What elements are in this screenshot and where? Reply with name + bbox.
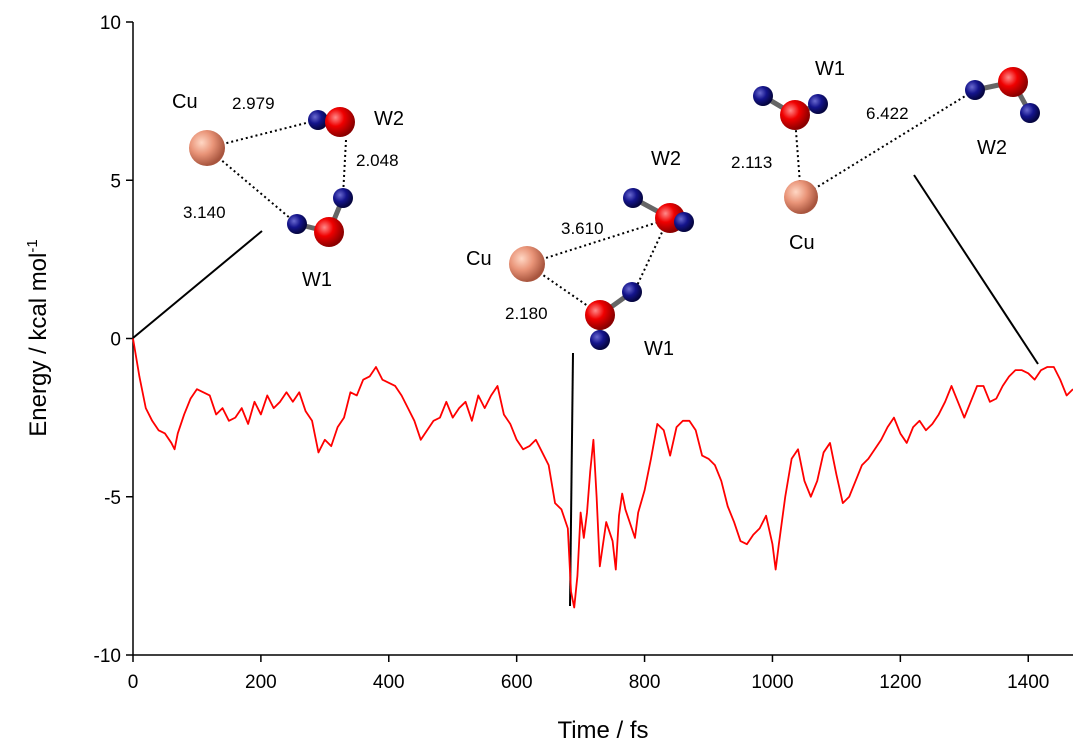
x-tick-label: 1000 bbox=[751, 672, 793, 693]
data-line bbox=[133, 339, 1073, 608]
y-tick-label: 5 bbox=[110, 171, 121, 192]
x-tick-label: 1400 bbox=[1007, 672, 1049, 693]
y-tick-label: -10 bbox=[94, 646, 121, 667]
annotation: W2 bbox=[977, 137, 1007, 159]
annotation: W2 bbox=[651, 148, 681, 170]
x-axis-title: Time / fs bbox=[557, 717, 648, 744]
y-tick-label: 10 bbox=[100, 13, 121, 34]
annotation: W1 bbox=[815, 58, 845, 80]
annotation: Cu bbox=[789, 232, 815, 254]
annotation: 3.610 bbox=[561, 219, 604, 238]
annotation: 2.113 bbox=[731, 153, 772, 172]
annotation: Cu bbox=[466, 248, 492, 270]
y-axis-title-text: Energy / kcal mol bbox=[25, 253, 52, 437]
annotation: Cu bbox=[172, 91, 198, 113]
y-axis-title: Energy / kcal mol-1 bbox=[24, 239, 52, 436]
annotation: 2.048 bbox=[356, 151, 399, 170]
annotation: 2.180 bbox=[505, 304, 548, 323]
annotation: W2 bbox=[374, 108, 404, 130]
structure-2 bbox=[509, 188, 694, 606]
x-tick-label: 600 bbox=[501, 672, 533, 693]
annotation: W1 bbox=[302, 269, 332, 291]
x-tick-label: 400 bbox=[373, 672, 405, 693]
annotation: 2.979 bbox=[232, 94, 275, 113]
y-axis-title-superscript: -1 bbox=[24, 239, 41, 252]
x-tick-label: 1200 bbox=[879, 672, 921, 693]
x-tick-label: 200 bbox=[245, 672, 277, 693]
annotation: W1 bbox=[644, 338, 674, 360]
annotation: 6.422 bbox=[866, 104, 909, 123]
y-tick-label: -5 bbox=[104, 488, 121, 509]
x-tick-label: 0 bbox=[128, 672, 139, 693]
annotation: 3.140 bbox=[183, 203, 226, 222]
y-tick-label: 0 bbox=[110, 330, 121, 351]
structure-1 bbox=[133, 107, 355, 338]
chart: Cu 2.979 W2 2.048 3.140 W1 W2 3.610 Cu 2… bbox=[0, 0, 1073, 746]
x-tick-label: 800 bbox=[629, 672, 661, 693]
